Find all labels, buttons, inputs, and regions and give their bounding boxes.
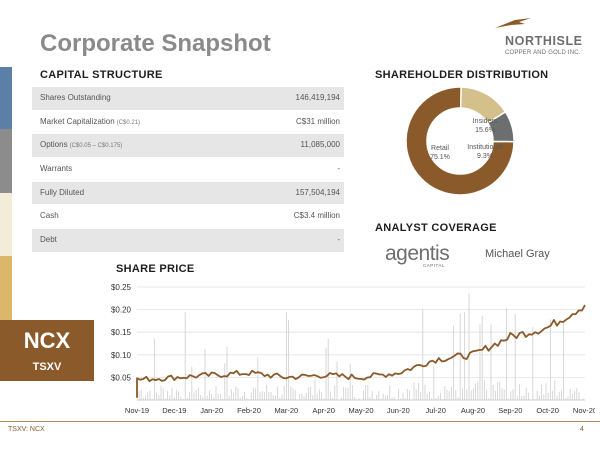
row-value: 157,504,194 bbox=[295, 187, 341, 197]
x-tick-label: Jul-20 bbox=[425, 406, 445, 415]
analyst-coverage-heading: ANALYST COVERAGE bbox=[375, 222, 497, 234]
share-price-heading: SHARE PRICE bbox=[116, 263, 195, 275]
capital-structure-table: Shares Outstanding 146,419,194 Market Ca… bbox=[32, 87, 344, 253]
x-tick-label: Dec-19 bbox=[162, 406, 186, 415]
donut-value-label: 75.1% bbox=[430, 154, 450, 161]
donut-value-label: 9.3% bbox=[477, 153, 493, 160]
side-band-cream bbox=[0, 193, 12, 256]
capital-structure-heading: CAPITAL STRUCTURE bbox=[40, 69, 163, 81]
ticker-exchange: TSXV bbox=[32, 361, 62, 373]
table-row: Shares Outstanding 146,419,194 bbox=[32, 87, 344, 111]
ticker-symbol: NCX bbox=[23, 328, 71, 353]
row-label: Debt bbox=[40, 235, 57, 245]
row-value: 146,419,194 bbox=[295, 93, 341, 102]
row-label: Shares Outstanding bbox=[40, 93, 111, 102]
page-title: Corporate Snapshot bbox=[40, 30, 271, 57]
logo-name: NORTHISLE bbox=[505, 34, 583, 48]
row-label: Warrants bbox=[40, 164, 73, 174]
x-tick-label: May-20 bbox=[348, 406, 373, 415]
row-value: C$3.4 million bbox=[293, 211, 340, 221]
bird-icon bbox=[495, 18, 531, 28]
row-label: Market Capitalization (C$0.21) bbox=[40, 116, 141, 126]
row-value: - bbox=[337, 235, 340, 245]
x-tick-label: Jan-20 bbox=[200, 406, 223, 415]
shareholder-distribution-heading: SHAREHOLDER DISTRIBUTION bbox=[375, 69, 549, 81]
x-tick-label: Jun-20 bbox=[387, 406, 410, 415]
row-value: 11,085,000 bbox=[300, 140, 340, 150]
row-label: Fully Diluted bbox=[40, 187, 85, 197]
table-row: Options (C$0.05 – C$0.175) 11,085,000 bbox=[32, 134, 344, 159]
y-tick-label: $0.05 bbox=[111, 373, 132, 382]
y-tick-label: $0.20 bbox=[111, 306, 132, 315]
x-tick-label: Aug-20 bbox=[461, 406, 485, 415]
table-row: Warrants - bbox=[32, 158, 344, 182]
table-row: Market Capitalization (C$0.21) C$31 milli… bbox=[32, 111, 344, 135]
donut-label: Institutional bbox=[467, 144, 503, 151]
analyst-name: Michael Gray bbox=[485, 248, 550, 260]
x-tick-label: Nov-20 bbox=[573, 406, 595, 415]
side-band-tan bbox=[0, 256, 12, 320]
northisle-logo: NORTHISLE COPPER AND GOLD INC. bbox=[487, 14, 587, 64]
share-price-chart: $0.05 $0.10 $0.15 $0.20 $0.25 Nov-19 Dec-19 Jan… bbox=[111, 283, 595, 415]
x-tick-label: Apr-20 bbox=[312, 406, 335, 415]
logo-subtitle: COPPER AND GOLD INC. bbox=[505, 50, 581, 56]
row-label: Cash bbox=[40, 211, 59, 221]
row-value: C$31 million bbox=[295, 116, 340, 126]
y-tick-label: $0.10 bbox=[111, 351, 132, 360]
table-row: Fully Diluted 157,504,194 bbox=[32, 181, 344, 206]
donut-label: Insiders bbox=[473, 118, 498, 125]
table-row: Cash C$3.4 million bbox=[32, 205, 344, 230]
price-series-line bbox=[136, 304, 586, 398]
y-tick-label: $0.15 bbox=[111, 328, 132, 337]
y-tick-label: $0.25 bbox=[111, 283, 132, 292]
agentis-logo: agentis CAPITAL bbox=[385, 242, 455, 268]
footer-divider bbox=[0, 421, 600, 422]
x-tick-label: Sep-20 bbox=[498, 406, 522, 415]
firm-name: agentis bbox=[385, 242, 450, 265]
x-tick-label: Feb-20 bbox=[237, 406, 261, 415]
donut-label: Retail bbox=[431, 145, 449, 152]
side-band-gray bbox=[0, 129, 12, 193]
footer-ticker: TSXV: NCX bbox=[8, 426, 45, 433]
shareholder-donut-chart: Retail 75.1% Insiders 15.6% Institutional 9.3… bbox=[405, 86, 515, 196]
firm-subtitle: CAPITAL bbox=[423, 263, 445, 268]
table-row: Debt - bbox=[32, 229, 344, 253]
row-label: Options (C$0.05 – C$0.175) bbox=[40, 140, 123, 150]
donut-slice-retail bbox=[405, 86, 515, 196]
x-tick-label: Nov-19 bbox=[125, 406, 149, 415]
x-tick-label: Mar-20 bbox=[274, 406, 298, 415]
donut-value-label: 15.6% bbox=[475, 127, 495, 134]
page-number: 4 bbox=[580, 426, 584, 433]
row-value: - bbox=[337, 164, 340, 174]
ticker-badge: NCX TSXV bbox=[0, 320, 94, 381]
x-tick-label: Oct-20 bbox=[536, 406, 559, 415]
side-band-blue bbox=[0, 67, 12, 129]
